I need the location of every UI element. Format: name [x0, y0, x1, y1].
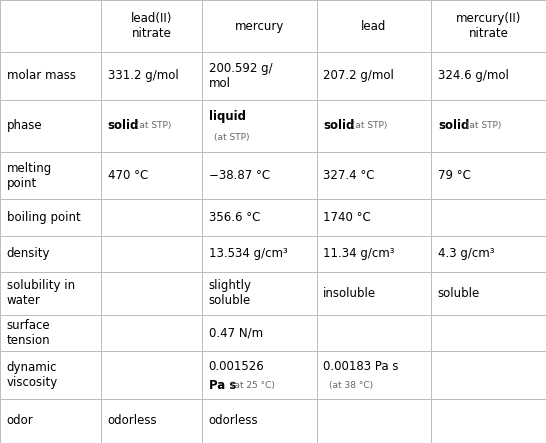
- Text: density: density: [7, 247, 50, 260]
- Text: liquid: liquid: [209, 110, 246, 123]
- Text: (at 38 °C): (at 38 °C): [329, 381, 373, 390]
- Text: mercury(II)
nitrate: mercury(II) nitrate: [456, 12, 521, 40]
- Text: solubility in
water: solubility in water: [7, 280, 75, 307]
- Text: 207.2 g/mol: 207.2 g/mol: [323, 70, 394, 82]
- Text: 331.2 g/mol: 331.2 g/mol: [108, 70, 179, 82]
- Text: (at STP): (at STP): [214, 133, 250, 142]
- Text: 11.34 g/cm³: 11.34 g/cm³: [323, 247, 395, 260]
- Text: 327.4 °C: 327.4 °C: [323, 169, 375, 182]
- Text: 356.6 °C: 356.6 °C: [209, 211, 260, 224]
- Text: soluble: soluble: [438, 287, 480, 300]
- Text: 0.47 N/m: 0.47 N/m: [209, 326, 263, 340]
- Text: lead(II)
nitrate: lead(II) nitrate: [131, 12, 172, 40]
- Text: solid: solid: [438, 119, 469, 132]
- Text: surface
tension: surface tension: [7, 319, 50, 347]
- Text: 1740 °C: 1740 °C: [323, 211, 371, 224]
- Text: 200.592 g/
mol: 200.592 g/ mol: [209, 62, 272, 90]
- Text: slightly
soluble: slightly soluble: [209, 280, 252, 307]
- Text: odorless: odorless: [209, 414, 258, 427]
- Text: lead: lead: [361, 19, 387, 33]
- Text: mercury: mercury: [235, 19, 284, 33]
- Text: 79 °C: 79 °C: [438, 169, 471, 182]
- Text: 324.6 g/mol: 324.6 g/mol: [438, 70, 509, 82]
- Text: solid: solid: [323, 119, 354, 132]
- Text: solid: solid: [108, 119, 139, 132]
- Text: 0.001526: 0.001526: [209, 360, 264, 373]
- Text: −38.87 °C: −38.87 °C: [209, 169, 270, 182]
- Text: odor: odor: [7, 414, 33, 427]
- Text: 470 °C: 470 °C: [108, 169, 148, 182]
- Text: boiling point: boiling point: [7, 211, 80, 224]
- Text: (at 25 °C): (at 25 °C): [228, 381, 275, 390]
- Text: dynamic
viscosity: dynamic viscosity: [7, 361, 58, 389]
- Text: (at STP): (at STP): [464, 121, 502, 130]
- Text: Pa s: Pa s: [209, 379, 236, 392]
- Text: molar mass: molar mass: [7, 70, 75, 82]
- Text: odorless: odorless: [108, 414, 157, 427]
- Text: insoluble: insoluble: [323, 287, 376, 300]
- Text: 4.3 g/cm³: 4.3 g/cm³: [438, 247, 494, 260]
- Text: (at STP): (at STP): [133, 121, 171, 130]
- Text: 0.00183 Pa s: 0.00183 Pa s: [323, 360, 399, 373]
- Text: (at STP): (at STP): [349, 121, 387, 130]
- Text: 13.534 g/cm³: 13.534 g/cm³: [209, 247, 287, 260]
- Text: melting
point: melting point: [7, 162, 52, 190]
- Text: phase: phase: [7, 119, 42, 132]
